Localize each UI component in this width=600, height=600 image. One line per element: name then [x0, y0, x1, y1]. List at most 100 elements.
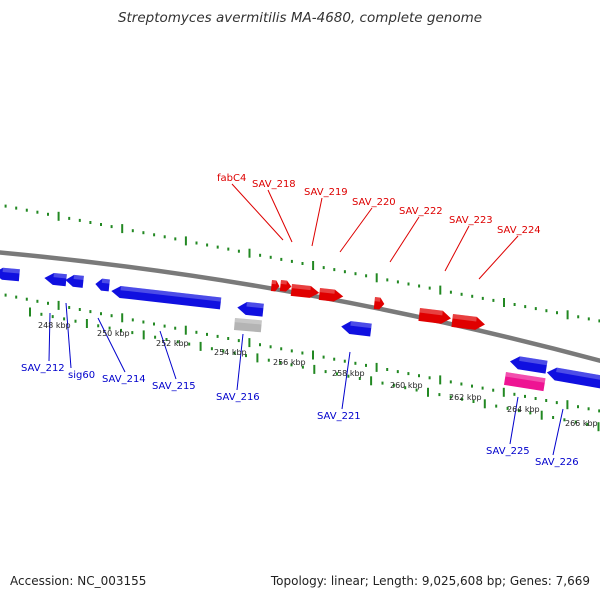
gene-SAV_225-shape[interactable] — [509, 355, 548, 374]
gene-label-SAV_212[interactable]: SAV_212 — [21, 363, 65, 374]
gene-fabC4-shape[interactable] — [270, 280, 280, 292]
gene-sig60-b[interactable] — [65, 274, 84, 288]
scale-label-250: 250 kbp — [97, 329, 130, 338]
genome-backbone — [0, 250, 600, 363]
gene-label-SAV_218[interactable]: SAV_218 — [252, 179, 296, 190]
gene-label-SAV_216[interactable]: SAV_216 — [216, 392, 260, 403]
gene-label-SAV_214[interactable]: SAV_214 — [102, 374, 146, 385]
gene-SAV_215-shape[interactable] — [111, 285, 222, 310]
scale-label-258: 258 kbp — [332, 369, 365, 378]
gene-SAV_216-pseudo-shape[interactable] — [233, 318, 262, 333]
gene-SAV_220-highlight — [374, 297, 381, 302]
scale-label-256: 256 kbp — [273, 358, 306, 367]
gene-SAV_222-highlight — [419, 308, 443, 316]
forward-gene-labels[interactable]: fabC4 SAV_218 SAV_219 SAV_220 SAV_222 SA… — [217, 173, 541, 236]
gene-SAV_222[interactable] — [418, 308, 451, 325]
gene-SAV_218[interactable] — [279, 280, 292, 292]
gene-label-sig60[interactable]: sig60 — [68, 370, 95, 381]
gene-SAV_225-rna[interactable] — [503, 372, 546, 392]
gene-SAV_225-rna-highlight — [505, 372, 546, 383]
gene-fabC4-highlight — [271, 280, 277, 285]
gene-SAV_216-pseudo[interactable] — [233, 318, 262, 333]
gene-SAV_216-shape[interactable] — [237, 301, 264, 317]
gene-label-SAV_222[interactable]: SAV_222 — [399, 206, 443, 217]
scale-labels: 248 kbp 250 kbp 252 kbp 254 kbp 256 kbp … — [38, 321, 598, 428]
gene-label-SAV_226[interactable]: SAV_226 — [535, 457, 579, 468]
gene-label-SAV_215[interactable]: SAV_215 — [152, 381, 196, 392]
gene-SAV_221[interactable] — [340, 320, 372, 337]
gene-SAV_219-b-highlight — [319, 288, 335, 294]
gene-sig60-b-shape[interactable] — [65, 274, 84, 288]
gene-SAV_218-shape[interactable] — [279, 280, 292, 292]
gene-label-SAV_221[interactable]: SAV_221 — [317, 411, 361, 422]
label-leader-lines — [48, 183, 564, 456]
gene-SAV_215[interactable] — [111, 285, 222, 310]
gene-SAV_222-shape[interactable] — [418, 308, 451, 325]
gene-SAV_220-shape[interactable] — [373, 297, 385, 310]
gene-fabC4[interactable] — [270, 280, 280, 292]
gene-label-SAV_223[interactable]: SAV_223 — [449, 215, 493, 226]
gene-SAV_225-rna-shape[interactable] — [503, 372, 546, 392]
leader-line — [389, 216, 420, 263]
gene-SAV_216-highlight — [246, 301, 264, 309]
leader-line — [159, 330, 177, 380]
genome-summary-text: Topology: linear; Length: 9,025,608 bp; … — [270, 574, 590, 588]
gene-SAV_221-highlight — [350, 321, 372, 329]
gene-SAV_223[interactable] — [451, 314, 485, 331]
gene-label-SAV_225[interactable]: SAV_225 — [486, 446, 530, 457]
gene-SAV_219-b-shape[interactable] — [318, 288, 344, 302]
leader-line — [444, 225, 470, 272]
scale-label-252: 252 kbp — [156, 339, 189, 348]
gene-label-SAV_219[interactable]: SAV_219 — [304, 187, 348, 198]
gene-SAV_225[interactable] — [509, 355, 548, 374]
gene-SAV_214-a-shape[interactable] — [95, 278, 110, 292]
leader-line — [65, 302, 72, 369]
gene-SAV_223-highlight — [452, 314, 477, 322]
scale-label-248: 248 kbp — [38, 321, 71, 330]
scale-label-254: 254 kbp — [214, 348, 247, 357]
gene-SAV_220[interactable] — [373, 297, 385, 310]
gene-label-SAV_224[interactable]: SAV_224 — [497, 225, 541, 236]
gene-SAV_216[interactable] — [237, 301, 264, 317]
gene-sig60-a-shape[interactable] — [44, 272, 67, 287]
leader-line — [478, 235, 519, 280]
leader-line — [509, 396, 519, 445]
reverse-gene-labels[interactable]: SAV_212 sig60 SAV_214 SAV_215 SAV_216 SA… — [21, 363, 579, 468]
accession-text: Accession: NC_003155 — [10, 574, 147, 588]
gene-SAV_214-a[interactable] — [95, 278, 110, 292]
gene-label-SAV_220[interactable]: SAV_220 — [352, 197, 396, 208]
leader-line — [267, 189, 293, 243]
leader-line — [48, 312, 51, 362]
gene-SAV_215-highlight — [120, 286, 222, 302]
gene-sig60-a[interactable] — [44, 272, 67, 287]
gene-SAV_219-a-shape[interactable] — [290, 284, 320, 299]
leader-line — [311, 197, 323, 247]
gene-SAV_226[interactable] — [546, 366, 600, 389]
gene-SAV_226-shape[interactable] — [546, 366, 600, 389]
lower-tick-track — [4, 293, 600, 413]
scale-label-266: 266 kbp — [565, 419, 598, 428]
gene-SAV_212[interactable] — [0, 267, 20, 282]
leader-line — [339, 207, 373, 253]
scale-label-262: 262 kbp — [449, 393, 482, 402]
gene-sig60-b-highlight — [73, 274, 84, 281]
gene-SAV_221-shape[interactable] — [340, 320, 372, 337]
scale-tick-track — [29, 307, 600, 432]
gene-sig60-a-highlight — [53, 272, 67, 279]
gene-SAV_219-b[interactable] — [318, 288, 344, 302]
gene-label-fabC4[interactable]: fabC4 — [217, 173, 246, 184]
gene-SAV_219-a[interactable] — [290, 284, 320, 299]
leader-line — [231, 183, 284, 241]
gene-SAV_223-shape[interactable] — [451, 314, 485, 331]
gene-SAV_216-pseudo-highlight — [234, 318, 262, 325]
gene-SAV_214-a-highlight — [101, 278, 110, 284]
leader-line — [552, 408, 564, 456]
gene-SAV_212-shape[interactable] — [0, 267, 20, 282]
gene-SAV_219-a-highlight — [291, 284, 311, 291]
gene-features — [0, 267, 600, 392]
leader-line — [341, 351, 351, 410]
genome-title: Streptomyces avermitilis MA-4680, comple… — [117, 10, 483, 26]
gene-SAV_212-highlight — [2, 267, 20, 274]
gene-SAV_225-highlight — [519, 356, 548, 366]
